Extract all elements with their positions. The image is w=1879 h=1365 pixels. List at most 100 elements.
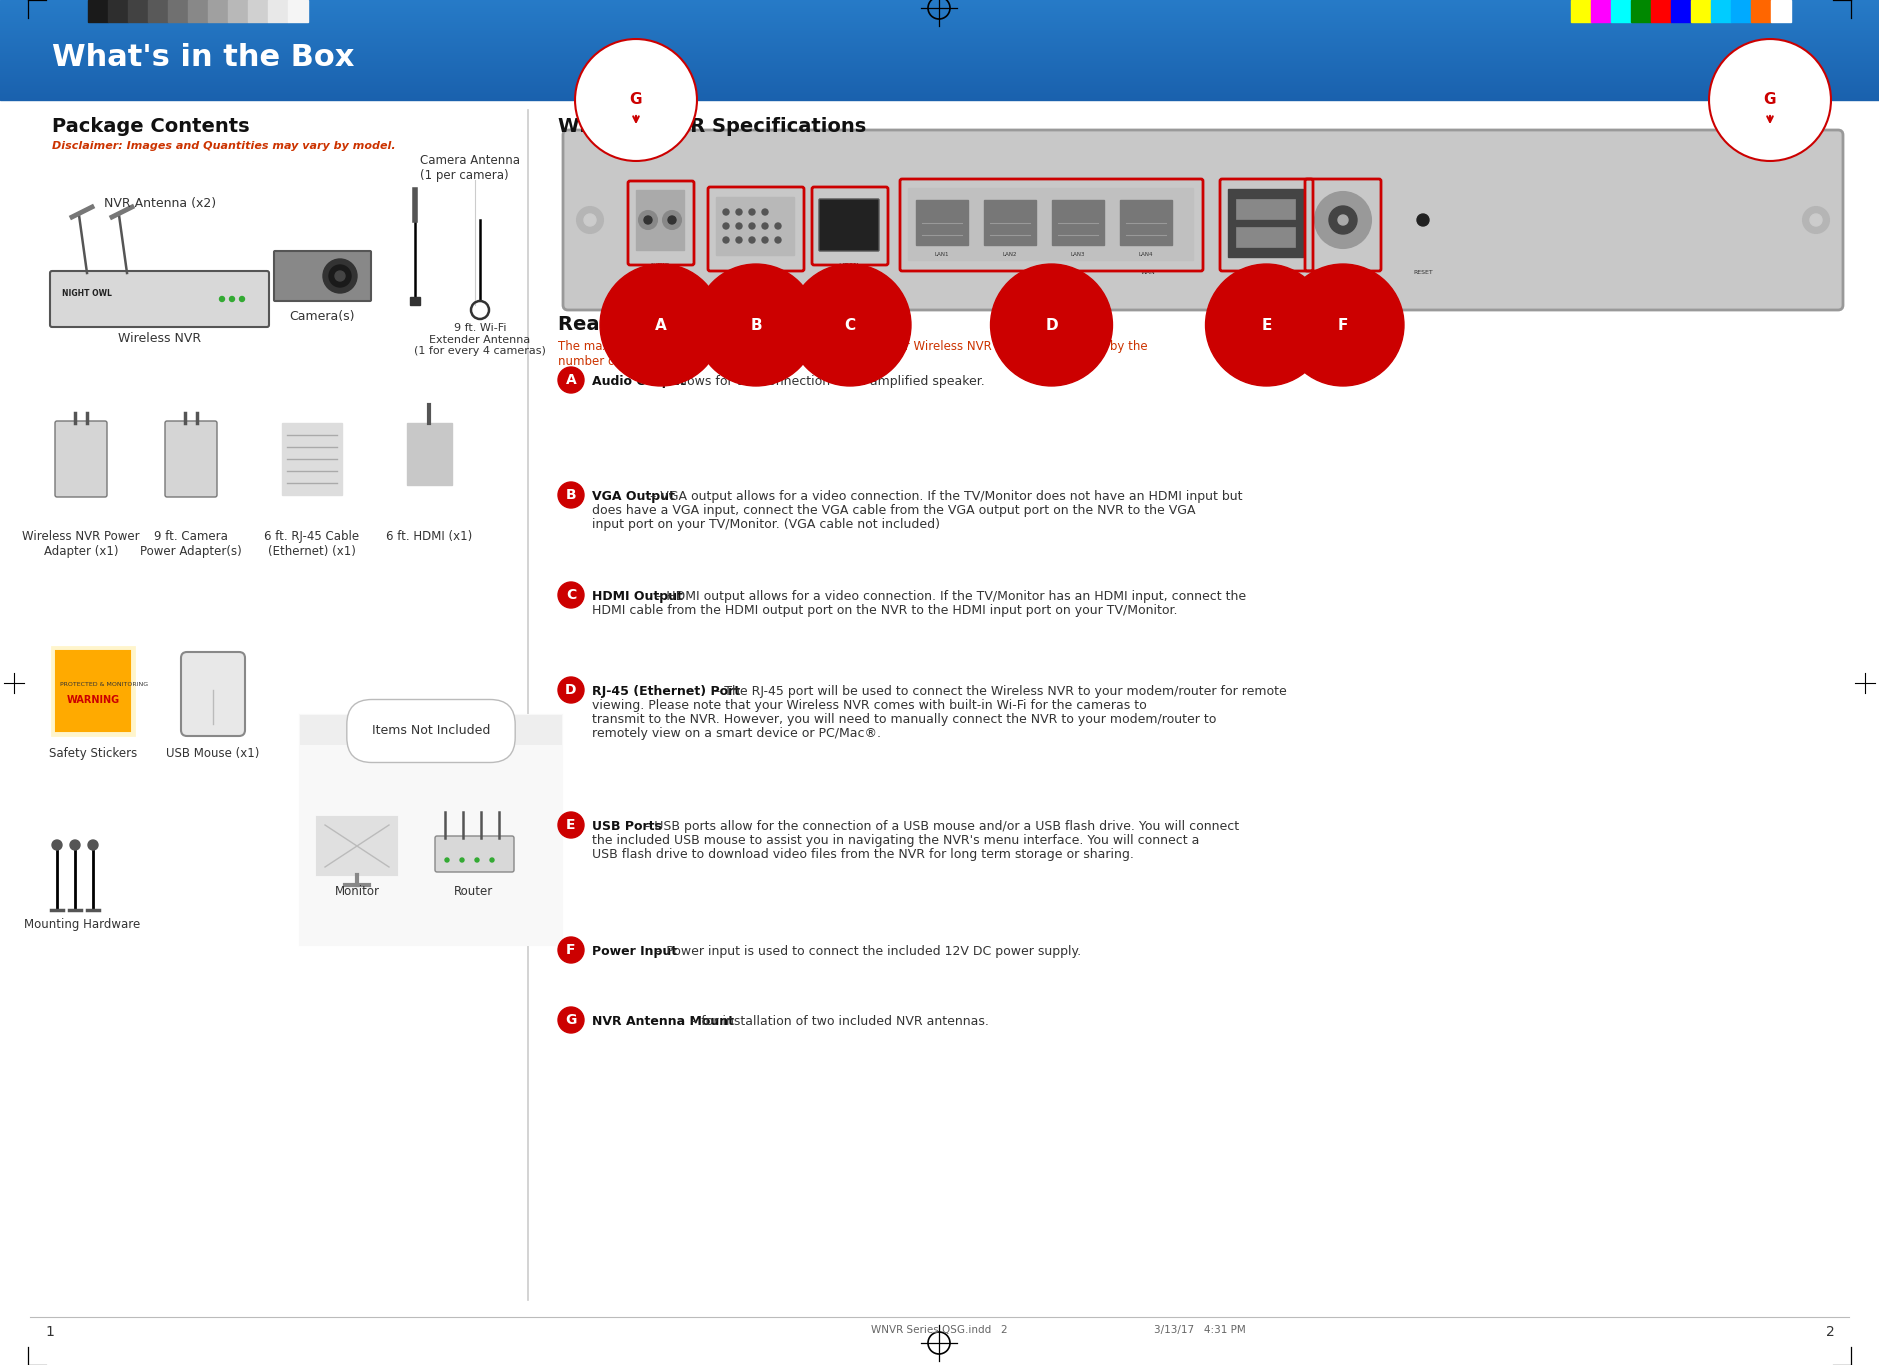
Circle shape	[669, 216, 676, 224]
FancyBboxPatch shape	[436, 835, 515, 872]
FancyBboxPatch shape	[54, 420, 107, 497]
Text: USB Mouse (x1): USB Mouse (x1)	[167, 747, 259, 760]
Circle shape	[1328, 206, 1357, 233]
Text: G: G	[629, 93, 643, 108]
Text: USB: USB	[1257, 270, 1272, 278]
Circle shape	[584, 214, 596, 227]
Bar	[318, 818, 396, 875]
Bar	[1236, 227, 1295, 247]
Bar	[148, 0, 167, 22]
Bar	[1691, 0, 1712, 22]
Text: – Power input is used to connect the included 12V DC power supply.: – Power input is used to connect the inc…	[656, 945, 1080, 958]
Circle shape	[323, 259, 357, 293]
Text: D: D	[1045, 318, 1058, 333]
Bar	[88, 0, 107, 22]
Bar	[209, 0, 227, 22]
Text: WNVR Series QSG.indd   2: WNVR Series QSG.indd 2	[870, 1325, 1007, 1335]
Circle shape	[70, 839, 81, 850]
Text: WARNING: WARNING	[66, 695, 120, 704]
Bar	[985, 201, 1035, 244]
Circle shape	[445, 859, 449, 863]
Text: – HDMI output allows for a video connection. If the TV/Monitor has an HDMI input: – HDMI output allows for a video connect…	[656, 590, 1246, 603]
Circle shape	[737, 209, 742, 216]
Text: RJ-45 (Ethernet) Port: RJ-45 (Ethernet) Port	[592, 685, 740, 698]
Text: C: C	[844, 318, 855, 333]
Circle shape	[558, 482, 584, 508]
Bar	[410, 298, 421, 304]
Text: viewing. Please note that your Wireless NVR comes with built-in Wi-Fi for the ca: viewing. Please note that your Wireless …	[592, 699, 1146, 713]
Text: Power Input: Power Input	[592, 945, 676, 958]
Bar	[1052, 201, 1105, 244]
Text: input port on your TV/Monitor. (VGA cable not included): input port on your TV/Monitor. (VGA cabl…	[592, 517, 940, 531]
Bar	[1571, 0, 1592, 22]
Text: transmit to the NVR. However, you will need to manually connect the NVR to your : transmit to the NVR. However, you will n…	[592, 713, 1216, 726]
Text: E: E	[566, 818, 575, 833]
Text: A: A	[566, 373, 577, 388]
Text: Wireless NVR: Wireless NVR	[118, 332, 201, 345]
Bar	[1751, 0, 1772, 22]
Circle shape	[229, 296, 235, 302]
Text: Disclaimer: Images and Quantities may vary by model.: Disclaimer: Images and Quantities may va…	[53, 141, 396, 152]
Bar	[56, 651, 130, 732]
Text: 6 ft. HDMI (x1): 6 ft. HDMI (x1)	[385, 530, 472, 543]
Bar	[1712, 0, 1731, 22]
Bar	[635, 190, 684, 250]
Text: NIGHT OWL: NIGHT OWL	[62, 289, 113, 299]
Text: Mounting Hardware: Mounting Hardware	[24, 919, 141, 931]
Circle shape	[558, 677, 584, 703]
Text: Router: Router	[455, 885, 494, 898]
Circle shape	[88, 839, 98, 850]
Text: F: F	[1338, 318, 1349, 333]
Circle shape	[558, 812, 584, 838]
Circle shape	[558, 936, 584, 962]
Text: – USB ports allow for the connection of a USB mouse and/or a USB flash drive. Yo: – USB ports allow for the connection of …	[644, 820, 1240, 833]
Bar	[269, 0, 287, 22]
Bar	[167, 0, 188, 22]
Circle shape	[329, 265, 351, 287]
Bar	[287, 0, 308, 22]
Text: RESET: RESET	[1413, 270, 1434, 274]
FancyBboxPatch shape	[180, 652, 244, 736]
Circle shape	[558, 1007, 584, 1033]
Circle shape	[723, 209, 729, 216]
Text: 3/13/17   4:31 PM: 3/13/17 4:31 PM	[1154, 1325, 1246, 1335]
Text: USB Ports: USB Ports	[592, 820, 661, 833]
Bar	[188, 0, 209, 22]
Circle shape	[763, 238, 769, 243]
Text: Monitor: Monitor	[334, 885, 380, 898]
Circle shape	[558, 367, 584, 393]
Text: NVR Antenna (x2): NVR Antenna (x2)	[103, 197, 216, 210]
Circle shape	[1315, 192, 1372, 248]
Text: C: C	[566, 588, 577, 602]
Bar	[227, 0, 248, 22]
Bar	[1670, 0, 1691, 22]
Text: VGA Output: VGA Output	[592, 490, 675, 502]
Bar	[1610, 0, 1631, 22]
Bar	[915, 201, 968, 244]
Text: The maximum number of cameras you can connect to your Wireless NVR will be deter: The maximum number of cameras you can co…	[558, 340, 1148, 369]
Bar	[716, 197, 795, 255]
Text: GROUND: GROUND	[648, 274, 673, 280]
Circle shape	[763, 222, 769, 229]
Bar	[301, 715, 562, 745]
Text: Rear View: Rear View	[558, 315, 669, 334]
Circle shape	[774, 222, 782, 229]
Circle shape	[1338, 216, 1347, 225]
Circle shape	[577, 207, 603, 233]
Text: POWER
12V: POWER 12V	[1332, 270, 1355, 281]
Text: Camera Antenna
(1 per camera): Camera Antenna (1 per camera)	[421, 154, 520, 182]
Text: 9 ft. Wi-Fi
Extender Antenna
(1 for every 4 cameras): 9 ft. Wi-Fi Extender Antenna (1 for ever…	[413, 324, 547, 356]
Circle shape	[737, 238, 742, 243]
Bar	[1731, 0, 1751, 22]
Text: What's in the Box: What's in the Box	[53, 44, 355, 72]
Circle shape	[475, 859, 479, 863]
Circle shape	[53, 839, 62, 850]
Circle shape	[639, 212, 658, 229]
Bar	[107, 0, 128, 22]
Circle shape	[644, 216, 652, 224]
Circle shape	[558, 581, 584, 607]
Text: E: E	[1261, 318, 1272, 333]
Text: Safety Stickers: Safety Stickers	[49, 747, 137, 760]
Text: G: G	[566, 1013, 577, 1026]
Text: Items Not Included: Items Not Included	[372, 725, 490, 737]
